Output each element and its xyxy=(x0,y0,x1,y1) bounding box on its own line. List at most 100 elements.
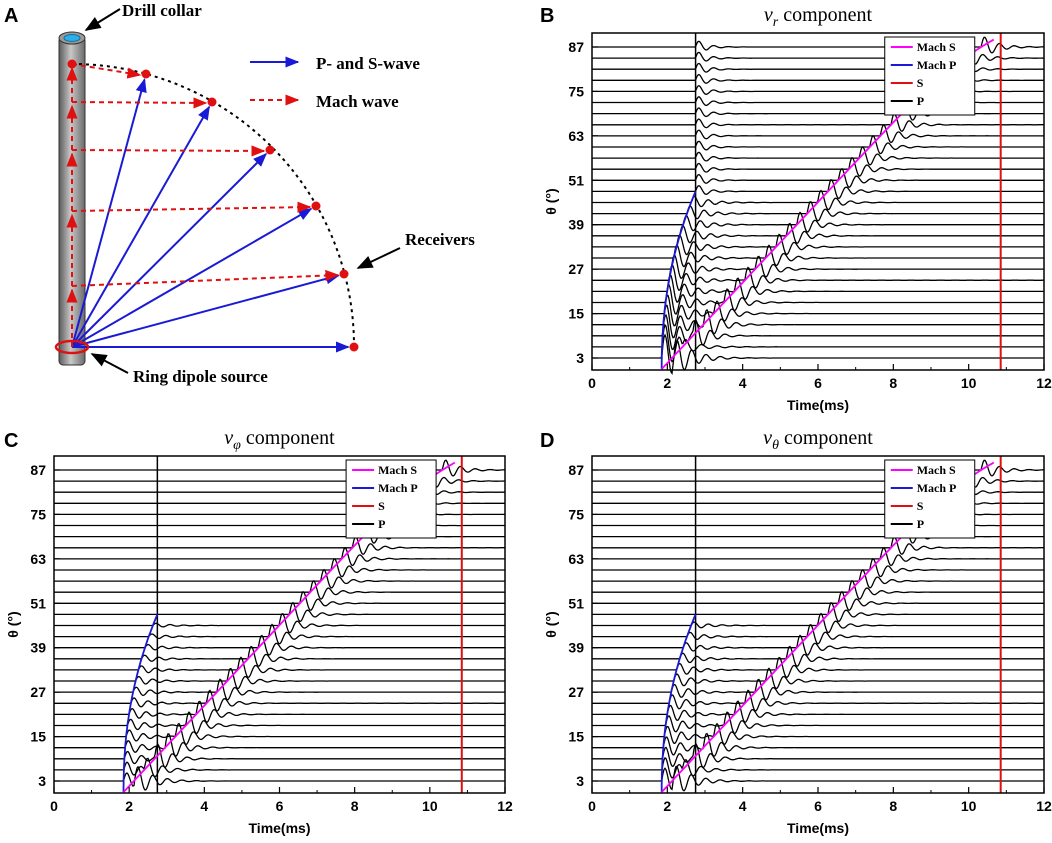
seismogram-trace xyxy=(592,134,1044,155)
panel-letter: C xyxy=(4,430,18,452)
seismogram-trace xyxy=(592,313,1044,351)
x-tick-label: 12 xyxy=(1036,375,1052,391)
y-tick-label: 39 xyxy=(568,217,584,233)
seismogram-trace xyxy=(54,503,505,522)
seismogram-trace xyxy=(592,602,1044,623)
mach-p-curve xyxy=(122,614,159,793)
mach-ray xyxy=(71,63,142,79)
seismogram-trace xyxy=(54,765,505,791)
y-tick-label: 87 xyxy=(568,462,584,478)
x-tick-label: 2 xyxy=(125,798,133,814)
seismogram-trace xyxy=(592,233,1044,256)
x-tick-label: 8 xyxy=(351,798,359,814)
legend-entry: Mach P xyxy=(917,58,957,72)
chart-title: vr component xyxy=(764,4,873,30)
legend: Mach S Mach P SP xyxy=(345,459,437,539)
seismogram-trace xyxy=(592,590,1044,611)
seismogram-trace xyxy=(592,722,1044,745)
seismogram-trace xyxy=(54,645,505,667)
ring-dipole-source xyxy=(54,339,90,355)
seismogram-trace xyxy=(592,547,1044,567)
seismogram-trace xyxy=(54,711,505,734)
y-tick-label: 63 xyxy=(568,551,584,567)
seismogram-trace xyxy=(54,590,505,611)
seismogram-trace xyxy=(592,333,1044,375)
seismogram-trace xyxy=(592,113,1044,133)
x-tick-label: 0 xyxy=(50,798,58,814)
seismogram-trace xyxy=(592,536,1044,556)
seismogram-trace xyxy=(54,546,505,567)
legend: Mach S Mach P SP xyxy=(884,459,976,539)
seismogram-trace xyxy=(592,624,1044,645)
seismogram-trace xyxy=(592,525,1044,544)
ps-ray xyxy=(71,273,340,348)
y-tick-label: 63 xyxy=(568,128,584,144)
seismogram-trace xyxy=(592,579,1044,600)
mach-p-curve xyxy=(660,191,697,370)
x-tick-label: 10 xyxy=(422,798,438,814)
legend-entry: S xyxy=(917,76,924,90)
drill-collar-bore xyxy=(63,34,81,42)
y-tick-label: 15 xyxy=(568,306,584,322)
legend-entry: P xyxy=(917,517,924,531)
y-tick-label: 51 xyxy=(568,595,584,611)
x-tick-label: 6 xyxy=(814,375,822,391)
receiver-dot xyxy=(339,269,349,279)
seismogram-trace xyxy=(592,492,1044,511)
seismogram-trace xyxy=(592,69,1044,88)
receiver-dot xyxy=(141,69,151,79)
y-tick-label: 3 xyxy=(576,350,584,366)
x-tick-label: 10 xyxy=(961,798,977,814)
seismogram-trace xyxy=(592,645,1044,667)
legend-entry: P xyxy=(917,94,924,108)
y-tick-label: 63 xyxy=(30,551,46,567)
seismogram-trace xyxy=(592,156,1044,177)
receiver-dot xyxy=(265,145,275,155)
seismogram-trace xyxy=(592,689,1044,712)
seismogram-trace xyxy=(54,558,505,578)
seismogram-trace xyxy=(54,568,505,589)
receiver-dot xyxy=(311,201,321,211)
x-tick-label: 2 xyxy=(663,798,671,814)
seismogram-trace xyxy=(592,765,1044,792)
seismogram-trace xyxy=(54,580,505,600)
x-axis-label: Time(ms) xyxy=(787,820,849,836)
y-tick-label: 51 xyxy=(30,595,46,611)
ps-wave-rays xyxy=(71,78,350,353)
seismogram-trace xyxy=(592,274,1044,303)
seismogram-trace xyxy=(592,503,1044,522)
chart-title: vφ component xyxy=(224,427,335,453)
seismogram-trace xyxy=(592,189,1044,211)
seismogram-trace xyxy=(54,492,505,511)
panel-letter-a: A xyxy=(4,5,18,27)
legend-entry: Mach P xyxy=(378,481,418,495)
y-tick-label: 75 xyxy=(568,506,584,522)
seismogram-trace xyxy=(592,294,1044,327)
seismogram-trace xyxy=(54,613,505,634)
legend-entry: Mach P xyxy=(917,481,957,495)
x-tick-label: 6 xyxy=(276,798,284,814)
y-tick-label: 87 xyxy=(30,462,46,478)
y-tick-label: 39 xyxy=(30,640,46,656)
collar-point xyxy=(67,59,77,69)
mach-p-curve xyxy=(660,614,697,793)
receiver-dot xyxy=(207,97,217,107)
mach-ray xyxy=(71,97,208,109)
seismogram-trace xyxy=(54,678,505,701)
seismogram-trace xyxy=(592,201,1044,222)
seismogram-trace xyxy=(592,323,1044,363)
seismogram-trace xyxy=(54,656,505,679)
ps-ray xyxy=(71,207,313,348)
legend: Mach S Mach P SP xyxy=(884,36,976,116)
seismogram-trace xyxy=(54,481,505,500)
y-tick-label: 15 xyxy=(568,729,584,745)
y-tick-label: 75 xyxy=(30,506,46,522)
x-tick-label: 4 xyxy=(739,375,747,391)
seismogram-trace xyxy=(592,732,1044,758)
y-axis-label: θ (°) xyxy=(5,611,21,637)
legend-entry: Mach S xyxy=(917,40,956,54)
seismogram-trace xyxy=(54,514,505,533)
